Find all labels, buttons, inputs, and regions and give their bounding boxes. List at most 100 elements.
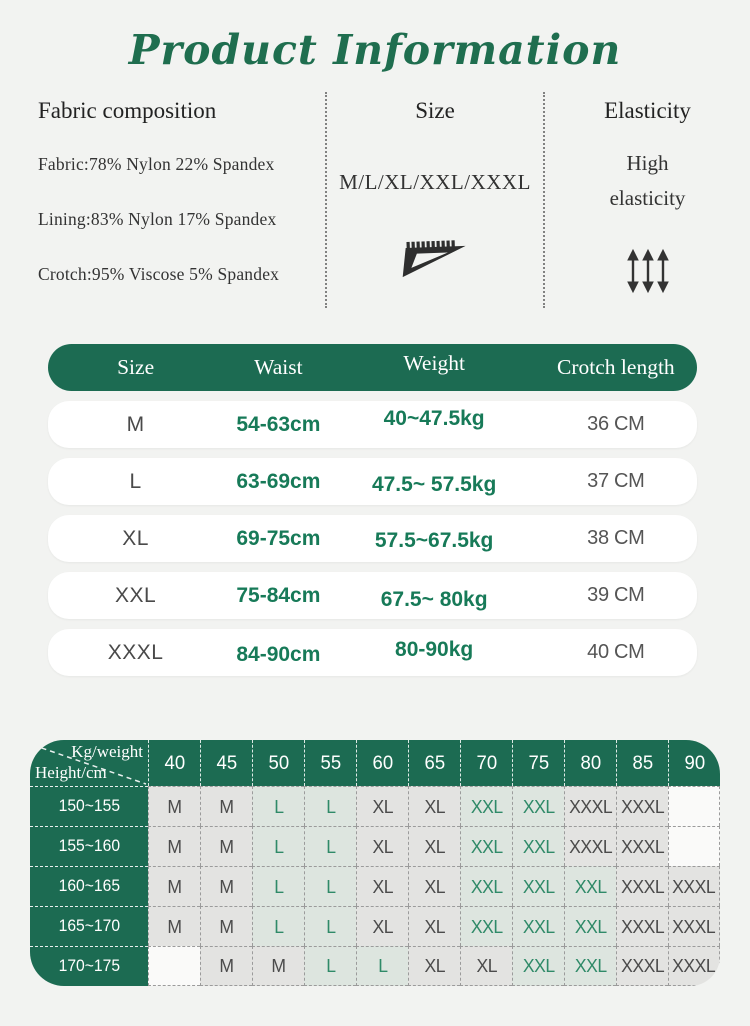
matrix-size-cell: XXL xyxy=(460,906,512,946)
matrix-size-cell: XXL xyxy=(512,826,564,866)
matrix-size-cell: XXL xyxy=(512,866,564,906)
crotch-length-value: 37 CM xyxy=(587,470,645,492)
matrix-size-cell: XXL xyxy=(564,866,616,906)
size-value: M xyxy=(126,412,145,436)
size-table-row-m: M 54-63cm 40~47.5kg 36 CM xyxy=(48,401,697,448)
matrix-size-cell: M xyxy=(148,786,200,826)
elasticity-value-line1: High xyxy=(626,151,669,175)
column-header-weight: Weight xyxy=(403,351,465,375)
matrix-corner-kg-label: Kg/weight xyxy=(71,742,143,761)
size-matrix-grid: Kg/weight Height/cm 40 45 50 55 60 65 70 75 80 85… xyxy=(30,740,720,986)
matrix-height-row-label: 155~160 xyxy=(30,826,148,866)
matrix-weight-column-header: 90 xyxy=(668,740,720,786)
column-header-crotch-length: Crotch length xyxy=(557,355,675,379)
matrix-weight-column-header: 70 xyxy=(460,740,512,786)
crotch-length-value: 38 CM xyxy=(587,527,645,549)
matrix-size-cell: XXXL xyxy=(668,906,720,946)
size-table-header-row: Size Waist Weight Crotch length xyxy=(48,344,697,391)
stretch-arrows-icon xyxy=(545,248,750,299)
matrix-size-cell: M xyxy=(200,906,252,946)
size-value: XXL xyxy=(115,583,157,607)
matrix-size-cell: XXXL xyxy=(616,866,668,906)
matrix-size-cell: XXL xyxy=(512,786,564,826)
matrix-weight-column-header: 50 xyxy=(252,740,304,786)
matrix-height-row-label: 165~170 xyxy=(30,906,148,946)
weight-value: 80-90kg xyxy=(395,637,474,661)
matrix-size-cell: XXL xyxy=(564,906,616,946)
matrix-size-cell: L xyxy=(304,946,356,986)
matrix-size-cell: XXXL xyxy=(616,826,668,866)
matrix-size-cell: XXXL xyxy=(564,826,616,866)
matrix-size-cell: L xyxy=(304,786,356,826)
size-column: Size M/L/XL/XXL/XXXL xyxy=(327,92,545,308)
matrix-corner-height-label: Height/cm xyxy=(35,763,107,782)
matrix-weight-column-header: 60 xyxy=(356,740,408,786)
waist-value: 63-69cm xyxy=(236,469,321,493)
matrix-size-cell: L xyxy=(252,906,304,946)
size-heading: Size xyxy=(415,98,455,123)
column-header-waist: Waist xyxy=(254,355,303,379)
size-table-row-xxl: XXL 75-84cm 67.5~ 80kg 39 CM xyxy=(48,572,697,619)
matrix-size-cell: XXL xyxy=(564,946,616,986)
matrix-size-cell: XXXL xyxy=(616,786,668,826)
matrix-size-cell: M xyxy=(252,946,304,986)
matrix-size-cell: XL xyxy=(356,906,408,946)
matrix-size-cell: L xyxy=(304,906,356,946)
matrix-size-cell: M xyxy=(200,826,252,866)
fabric-composition-heading: Fabric composition xyxy=(38,98,217,123)
matrix-size-cell: L xyxy=(252,866,304,906)
fabric-composition-column: Fabric composition Fabric:78% Nylon 22% … xyxy=(0,92,327,308)
size-value: XXXL xyxy=(107,640,164,664)
matrix-size-cell: XXXL xyxy=(564,786,616,826)
matrix-size-cell: XXL xyxy=(460,866,512,906)
matrix-size-cell: XL xyxy=(408,906,460,946)
matrix-weight-column-header: 85 xyxy=(616,740,668,786)
matrix-size-cell: XXL xyxy=(460,826,512,866)
matrix-weight-column-header: 55 xyxy=(304,740,356,786)
size-table: Size Waist Weight Crotch length M 54-63c… xyxy=(48,344,697,676)
matrix-weight-column-header: 80 xyxy=(564,740,616,786)
elasticity-column: Elasticity High elasticity xyxy=(545,92,750,308)
matrix-size-cell xyxy=(668,826,720,866)
waist-value: 69-75cm xyxy=(236,526,321,550)
waist-value: 84-90cm xyxy=(236,642,321,666)
matrix-size-cell: M xyxy=(200,866,252,906)
matrix-size-cell: M xyxy=(148,866,200,906)
matrix-size-cell: L xyxy=(304,826,356,866)
matrix-weight-column-header: 75 xyxy=(512,740,564,786)
weight-value: 67.5~ 80kg xyxy=(380,587,488,611)
weight-value: 57.5~67.5kg xyxy=(374,528,494,552)
matrix-size-cell: XXL xyxy=(460,786,512,826)
matrix-size-cell: XXXL xyxy=(616,906,668,946)
matrix-size-cell: L xyxy=(252,786,304,826)
matrix-height-row-label: 150~155 xyxy=(30,786,148,826)
matrix-size-cell: XL xyxy=(356,866,408,906)
weight-value: 40~47.5kg xyxy=(383,406,485,430)
matrix-size-cell: L xyxy=(304,866,356,906)
matrix-size-cell: XL xyxy=(356,826,408,866)
matrix-height-row-label: 170~175 xyxy=(30,946,148,986)
size-table-row-l: L 63-69cm 47.5~ 57.5kg 37 CM xyxy=(48,458,697,505)
matrix-size-cell xyxy=(148,946,200,986)
crotch-line: Crotch:95% Viscose 5% Spandex xyxy=(38,264,280,284)
matrix-size-cell: XXXL xyxy=(668,946,720,986)
diagonal-divider-line xyxy=(32,744,147,785)
matrix-height-row-label: 160~165 xyxy=(30,866,148,906)
triangle-ruler-icon xyxy=(327,235,543,284)
size-table-row-xxxl: XXXL 84-90cm 80-90kg 40 CM xyxy=(48,629,697,676)
matrix-size-cell: M xyxy=(148,826,200,866)
matrix-size-cell xyxy=(668,786,720,826)
column-header-size: Size xyxy=(117,355,155,379)
lining-line: Lining:83% Nylon 17% Spandex xyxy=(38,209,277,229)
matrix-size-cell: L xyxy=(252,826,304,866)
matrix-size-cell: L xyxy=(356,946,408,986)
matrix-corner-cell: Kg/weight Height/cm xyxy=(30,740,148,786)
matrix-weight-column-header: 65 xyxy=(408,740,460,786)
matrix-size-cell: XL xyxy=(408,946,460,986)
size-range-value: M/L/XL/XXL/XXXL xyxy=(339,170,531,194)
waist-value: 54-63cm xyxy=(236,412,321,436)
matrix-size-cell: M xyxy=(148,906,200,946)
crotch-length-value: 39 CM xyxy=(587,584,645,606)
matrix-size-cell: M xyxy=(200,786,252,826)
size-table-row-xl: XL 69-75cm 57.5~67.5kg 38 CM xyxy=(48,515,697,562)
